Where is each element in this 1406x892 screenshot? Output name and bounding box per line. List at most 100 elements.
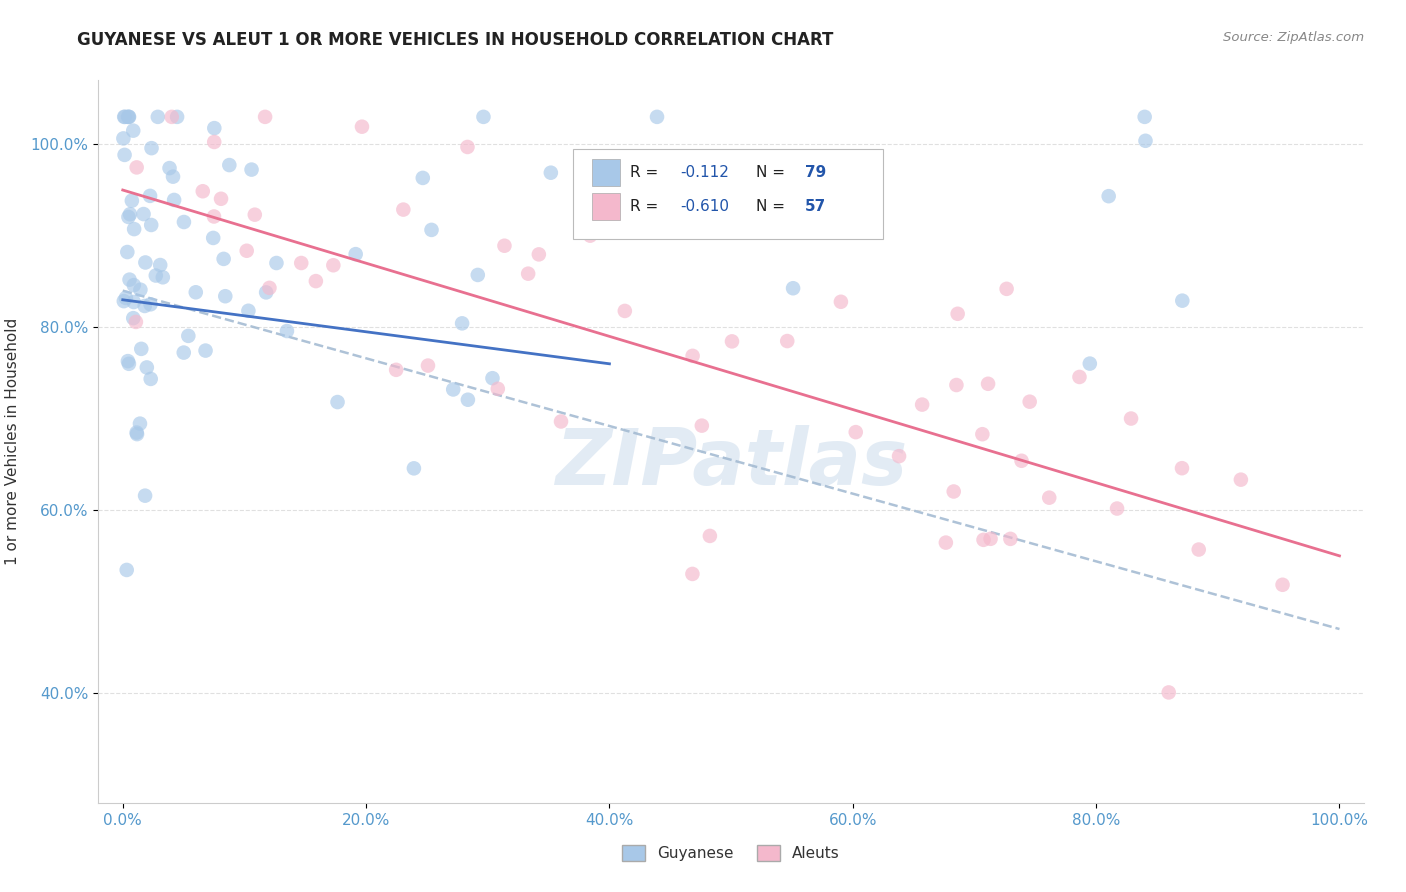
Point [1098, 189, 1121, 203]
Point [1069, 370, 1091, 384]
Point [385, 363, 408, 377]
Point [645, 110, 668, 124]
Point [141, 141, 163, 155]
Point [139, 189, 162, 203]
Point [177, 329, 200, 343]
Point [527, 247, 550, 261]
Text: ZIPatlas: ZIPatlas [555, 425, 907, 501]
Point [350, 120, 373, 134]
Point [681, 566, 703, 581]
Point [1135, 134, 1157, 148]
Point [613, 304, 636, 318]
Point [118, 110, 141, 124]
Point [980, 532, 1002, 546]
Point [486, 382, 509, 396]
Point [1230, 473, 1253, 487]
Point [690, 418, 713, 433]
Y-axis label: 1 or more Vehicles in Household: 1 or more Vehicles in Household [4, 318, 20, 566]
Point [451, 316, 474, 330]
Point [911, 398, 934, 412]
Point [166, 110, 188, 124]
Point [125, 427, 148, 442]
Point [121, 194, 143, 208]
Point [202, 231, 225, 245]
Point [235, 244, 257, 258]
Point [139, 297, 162, 311]
Text: R =: R = [630, 199, 664, 214]
FancyBboxPatch shape [592, 159, 620, 186]
Point [1000, 532, 1022, 546]
Point [191, 184, 214, 198]
Point [146, 110, 169, 124]
Text: N =: N = [756, 165, 790, 180]
Point [682, 349, 704, 363]
Point [125, 425, 148, 440]
Point [117, 210, 139, 224]
Point [699, 529, 721, 543]
Point [1105, 501, 1128, 516]
FancyBboxPatch shape [574, 149, 883, 239]
Point [117, 354, 139, 368]
Point [163, 193, 186, 207]
Text: -0.112: -0.112 [681, 165, 730, 180]
Point [122, 295, 145, 310]
Point [259, 281, 281, 295]
Point [494, 238, 516, 252]
Point [202, 135, 225, 149]
Point [1188, 542, 1211, 557]
Point [122, 123, 145, 137]
Point [972, 427, 994, 442]
Point [112, 131, 135, 145]
Point [946, 307, 969, 321]
Point [973, 533, 995, 547]
Point [149, 258, 172, 272]
Point [240, 162, 263, 177]
Point [122, 222, 145, 236]
Point [160, 110, 183, 124]
Point [456, 140, 478, 154]
Point [173, 345, 195, 359]
Point [212, 252, 235, 266]
Point [402, 461, 425, 475]
Point [112, 294, 135, 309]
Point [134, 489, 156, 503]
Point [202, 121, 225, 136]
Point [139, 372, 162, 386]
Text: 79: 79 [804, 165, 825, 180]
Point [135, 360, 157, 375]
Point [266, 256, 288, 270]
Point [517, 267, 540, 281]
Point [942, 484, 965, 499]
Point [472, 110, 495, 124]
Point [1018, 394, 1040, 409]
Point [218, 158, 240, 172]
Point [845, 425, 868, 439]
Point [276, 324, 298, 338]
Point [243, 208, 266, 222]
Point [122, 278, 145, 293]
Point [344, 247, 367, 261]
Point [209, 192, 232, 206]
Point [441, 383, 464, 397]
Point [118, 110, 141, 124]
Point [118, 272, 141, 286]
Point [162, 169, 184, 184]
Point [125, 161, 148, 175]
Point [1271, 578, 1294, 592]
Point [129, 342, 152, 356]
Point [1119, 411, 1142, 425]
Text: Source: ZipAtlas.com: Source: ZipAtlas.com [1223, 31, 1364, 45]
Point [550, 415, 572, 429]
Point [114, 148, 136, 162]
Point [540, 166, 562, 180]
Point [1133, 110, 1156, 124]
Point [129, 283, 152, 297]
Point [159, 161, 181, 175]
Point [579, 228, 602, 243]
Point [115, 563, 138, 577]
Point [134, 299, 156, 313]
Text: -0.610: -0.610 [681, 199, 730, 214]
Point [125, 315, 148, 329]
Point [254, 285, 277, 300]
Point [392, 202, 415, 217]
